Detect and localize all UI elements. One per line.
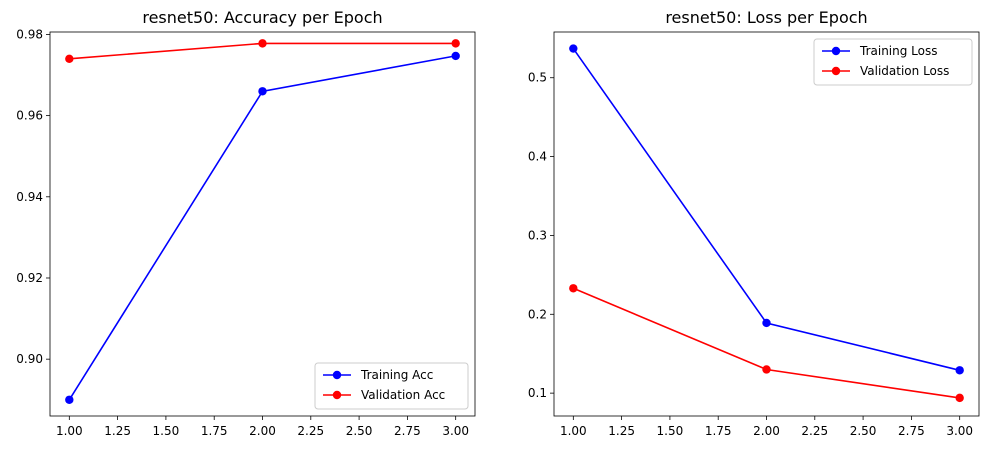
chart-panel-1: resnet50: Accuracy per Epoch 1.00 1.25 1.50… xyxy=(16,8,476,438)
x-tick-label: 1.25 xyxy=(608,424,635,438)
x-tick-label: 2.00 xyxy=(249,424,276,438)
data-point xyxy=(955,366,964,375)
data-point xyxy=(569,284,578,293)
legend-marker xyxy=(831,66,841,76)
data-point xyxy=(955,393,964,403)
y-tick-label: 0.96 xyxy=(16,109,43,123)
data-point xyxy=(258,39,267,48)
legend-marker xyxy=(332,390,342,400)
x-tick-label: 1.50 xyxy=(153,424,180,438)
y-tick-label: 0.4 xyxy=(528,150,547,164)
series-line-2 xyxy=(572,287,960,399)
x-tick-label: 1.00 xyxy=(56,424,83,438)
axes-frame xyxy=(49,31,476,417)
x-tick-label: 2.25 xyxy=(297,424,324,438)
chart-title: resnet50: Accuracy per Epoch xyxy=(142,8,382,27)
data-point xyxy=(762,318,771,328)
x-tick-label: 2.75 xyxy=(394,424,421,438)
data-point xyxy=(451,51,460,61)
data-point xyxy=(762,365,771,374)
y-tick-label: 0.92 xyxy=(16,271,43,285)
x-tick-label: 1.75 xyxy=(201,424,228,438)
y-tick-label: 0.3 xyxy=(528,228,547,242)
legend-marker xyxy=(332,370,342,380)
legend: Training Loss Validation Loss xyxy=(813,38,973,86)
data-point xyxy=(451,39,460,48)
x-tick-label: 2.50 xyxy=(346,424,373,438)
legend: Training Acc Validation Acc xyxy=(314,362,469,410)
x-tick-label: 3.00 xyxy=(946,424,973,438)
x-tick-label: 2.75 xyxy=(898,424,925,438)
x-tick-label: 1.25 xyxy=(104,424,131,438)
x-tick-label: 2.25 xyxy=(801,424,828,438)
chart-title: resnet50: Loss per Epoch xyxy=(665,8,867,27)
data-point xyxy=(569,44,578,53)
y-tick-label: 0.2 xyxy=(528,307,547,321)
legend-label: Training Acc xyxy=(360,368,433,382)
data-point xyxy=(65,54,74,63)
y-tick-label: 0.94 xyxy=(16,190,43,204)
legend-box xyxy=(813,38,973,86)
y-tick-label: 0.1 xyxy=(528,386,547,400)
x-tick-label: 1.00 xyxy=(560,424,587,438)
x-tick-label: 1.50 xyxy=(657,424,684,438)
y-tick-label: 0.90 xyxy=(16,352,43,366)
axes-frame xyxy=(553,31,980,417)
legend-box xyxy=(314,362,469,410)
data-point xyxy=(258,87,267,96)
legend-label: Training Loss xyxy=(859,44,937,58)
data-point xyxy=(65,395,74,404)
series-line-1 xyxy=(68,55,456,401)
legend-label: Validation Loss xyxy=(860,64,949,78)
x-tick-label: 3.00 xyxy=(442,424,469,438)
x-tick-label: 2.00 xyxy=(753,424,780,438)
x-tick-label: 1.75 xyxy=(705,424,732,438)
x-tick-label: 2.50 xyxy=(850,424,877,438)
legend-label: Validation Acc xyxy=(361,388,445,402)
y-tick-label: 0.5 xyxy=(528,71,547,85)
legend-marker xyxy=(831,46,841,56)
y-tick-label: 0.98 xyxy=(16,27,43,41)
chart-panel-2: resnet50: Loss per Epoch 1.00 1.25 1.50 1.75… xyxy=(528,8,980,438)
